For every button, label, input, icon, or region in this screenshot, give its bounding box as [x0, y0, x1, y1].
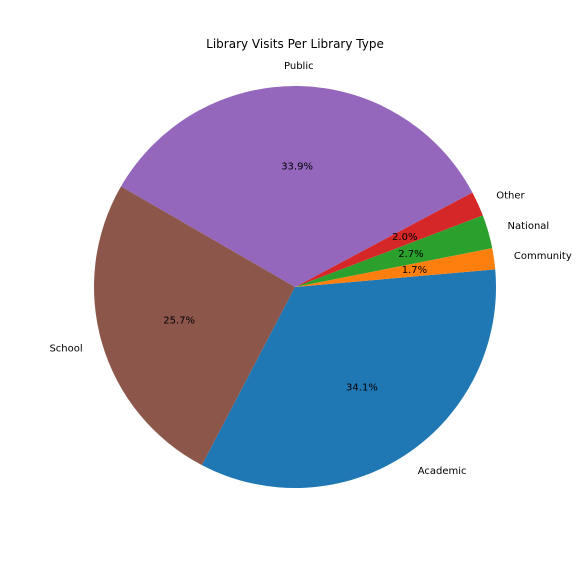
category-label-community: Community	[514, 251, 572, 262]
slice-school	[94, 186, 295, 466]
slice-academic	[201, 269, 496, 488]
slice-national	[295, 215, 493, 287]
category-label-public: Public	[284, 61, 314, 72]
category-labels: Academic Community National Other Public Scho…	[49, 61, 571, 477]
pct-label-public: 33.9%	[281, 161, 313, 172]
slice-public	[120, 86, 473, 288]
pie-slices	[94, 86, 496, 488]
percent-labels: 34.1% 1.7% 2.7% 2.0% 33.9% 25.7%	[163, 161, 427, 393]
category-label-other: Other	[496, 190, 525, 201]
slice-community	[295, 248, 496, 287]
category-label-national: National	[508, 221, 550, 232]
slice-other	[295, 192, 483, 287]
pct-label-community: 1.7%	[402, 265, 427, 276]
pct-label-academic: 34.1%	[346, 382, 378, 393]
category-label-academic: Academic	[418, 466, 467, 477]
pct-label-school: 25.7%	[163, 316, 195, 327]
chart-title: Library Visits Per Library Type	[206, 37, 384, 51]
category-label-school: School	[49, 344, 82, 355]
pct-label-other: 2.0%	[392, 232, 417, 243]
pct-label-national: 2.7%	[398, 249, 423, 260]
